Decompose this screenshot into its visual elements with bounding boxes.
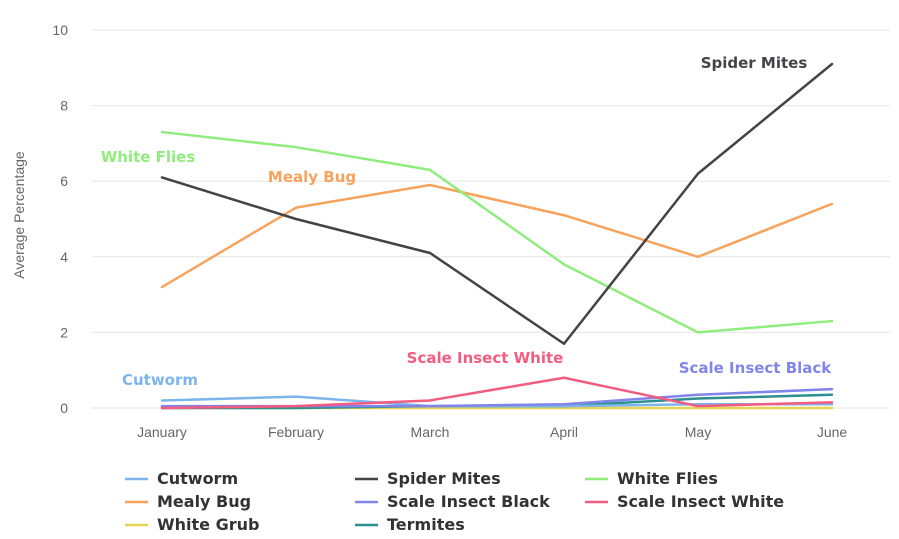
x-tick-label: April	[550, 424, 578, 440]
y-axis-ticks: 0 2 4 6 8 10	[52, 22, 68, 416]
x-axis-ticks: January February March April May June	[137, 424, 847, 440]
y-tick-label: 4	[60, 249, 68, 265]
legend-label: White Grub	[157, 515, 259, 534]
annotation-cutworm: Cutworm	[122, 371, 198, 389]
y-tick-label: 10	[52, 22, 68, 38]
annotation-white-flies: White Flies	[101, 148, 196, 166]
y-tick-label: 8	[60, 98, 68, 114]
annotation-scale-insect-white: Scale Insect White	[407, 349, 564, 367]
y-tick-label: 6	[60, 173, 68, 189]
x-tick-label: March	[411, 424, 450, 440]
legend-item-cutworm[interactable]: Cutworm	[125, 469, 238, 488]
series-line-scale-insect-white	[160, 376, 834, 410]
legend-item-mealy-bug[interactable]: Mealy Bug	[125, 492, 251, 511]
legend-label: Scale Insect White	[617, 492, 784, 511]
legend-label: Termites	[387, 515, 465, 534]
legend-item-white-grub[interactable]: White Grub	[125, 515, 259, 534]
series-line-white-flies	[160, 130, 834, 334]
legend-label: Scale Insect Black	[387, 492, 550, 511]
y-tick-label: 2	[60, 324, 68, 340]
annotation-scale-insect-black: Scale Insect Black	[679, 359, 833, 377]
x-tick-label: June	[817, 424, 848, 440]
series-annotations: White Flies Mealy Bug Spider Mites Cutworm S…	[101, 54, 833, 389]
legend-label: Cutworm	[157, 469, 238, 488]
legend-label: Spider Mites	[387, 469, 501, 488]
x-tick-label: January	[137, 424, 187, 440]
x-tick-label: February	[268, 424, 324, 440]
legend-item-spider-mites[interactable]: Spider Mites	[355, 469, 501, 488]
annotation-mealy-bug: Mealy Bug	[268, 168, 356, 186]
legend-item-scale-insect-black[interactable]: Scale Insect Black	[355, 492, 550, 511]
series-line-mealy-bug	[160, 183, 834, 289]
legend-label: Mealy Bug	[157, 492, 251, 511]
x-tick-label: May	[685, 424, 711, 440]
series-line-spider-mites	[160, 62, 834, 345]
y-tick-label: 0	[60, 400, 68, 416]
series-lines	[160, 62, 834, 410]
legend: Cutworm Spider Mites White Flies Mealy Bug S…	[125, 469, 784, 534]
legend-item-white-flies[interactable]: White Flies	[585, 469, 718, 488]
annotation-spider-mites: Spider Mites	[701, 54, 808, 72]
legend-label: White Flies	[617, 469, 718, 488]
y-axis-label: Average Percentage	[11, 151, 27, 279]
legend-item-scale-insect-white[interactable]: Scale Insect White	[585, 492, 784, 511]
legend-item-termites[interactable]: Termites	[355, 515, 465, 534]
